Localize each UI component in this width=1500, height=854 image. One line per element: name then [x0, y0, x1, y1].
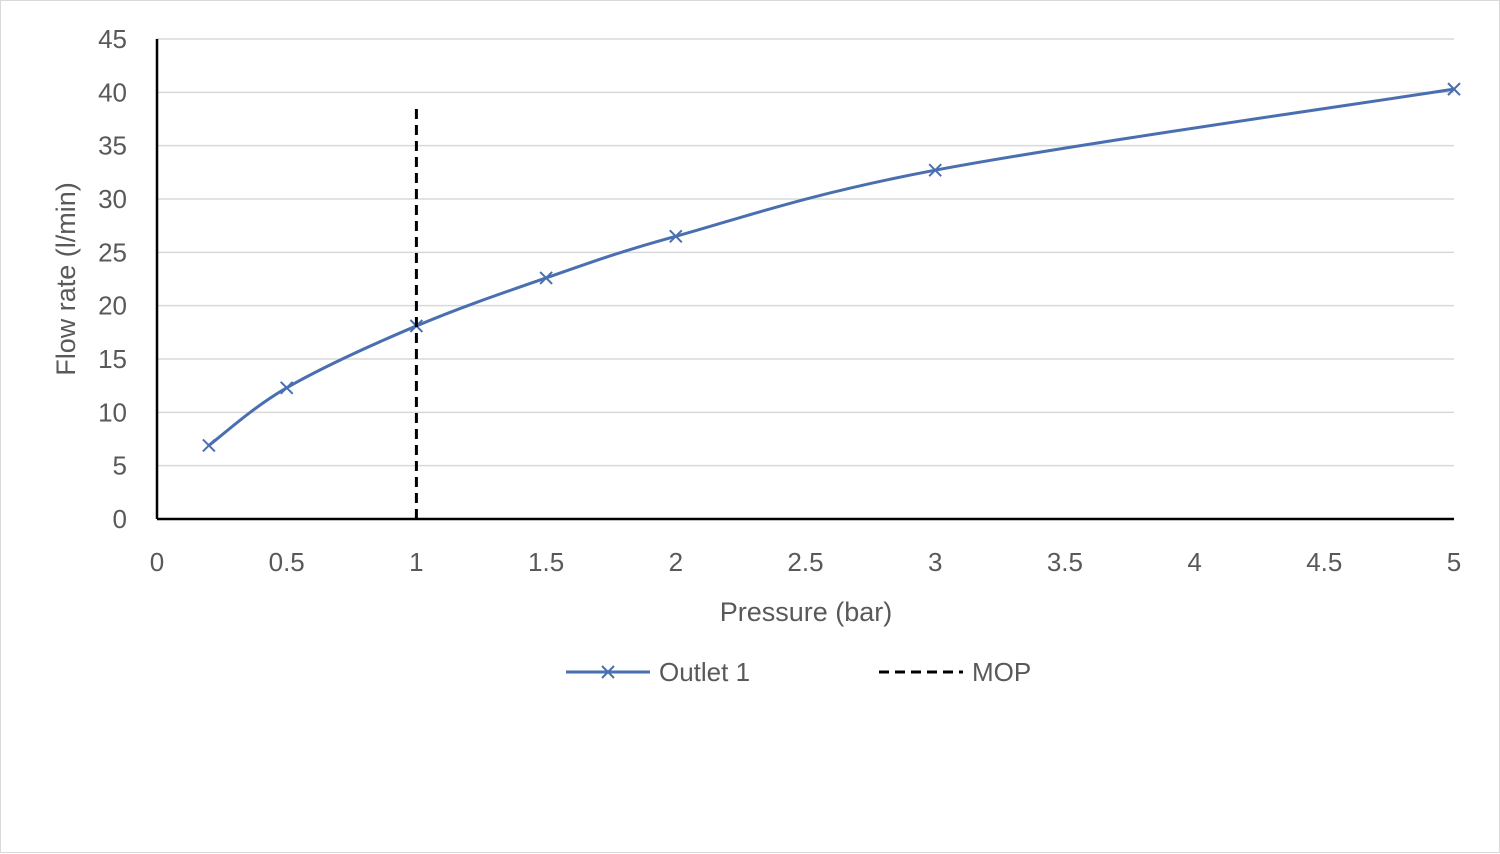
x-tick-label: 2.5: [787, 547, 823, 577]
x-axis-title: Pressure (bar): [720, 597, 893, 627]
x-tick-label: 3: [928, 547, 942, 577]
legend-item-outlet-1: Outlet 1: [566, 657, 750, 687]
x-tick-label: 0.5: [269, 547, 305, 577]
axes: [155, 39, 1454, 521]
x-tick-label: 1.5: [528, 547, 564, 577]
y-tick-label: 5: [113, 451, 127, 481]
legend: Outlet 1 MOP: [566, 657, 1031, 687]
legend-marker-outlet-1: [601, 665, 615, 679]
data-point-outlet-1: [539, 271, 553, 285]
x-tick-label: 3.5: [1047, 547, 1083, 577]
x-tick-label: 1: [409, 547, 423, 577]
data-point-outlet-1: [928, 163, 942, 177]
y-tick-label: 25: [98, 237, 127, 267]
x-tick-label: 4: [1187, 547, 1201, 577]
x-tick-label: 4.5: [1306, 547, 1342, 577]
y-axis-title: Flow rate (l/min): [51, 182, 81, 376]
legend-item-mop: MOP: [879, 657, 1031, 687]
y-tick-label: 40: [98, 77, 127, 107]
series: [202, 82, 1461, 519]
y-tick-label: 20: [98, 291, 127, 321]
tick-labels: 0 5 10 15 20 25 30 35 40 45 0 0.5 1 1.5 2 2.5 3 3.5 4 4.5 5: [98, 24, 1461, 577]
data-point-outlet-1: [1447, 82, 1461, 96]
y-tick-label: 10: [98, 397, 127, 427]
series-line-outlet-1: [207, 87, 1455, 447]
x-tick-label: 0: [150, 547, 164, 577]
y-tick-label: 0: [113, 504, 127, 534]
y-tick-label: 30: [98, 184, 127, 214]
y-tick-label: 45: [98, 24, 127, 54]
legend-label-mop: MOP: [972, 657, 1031, 687]
y-tick-label: 15: [98, 344, 127, 374]
legend-label-outlet-1: Outlet 1: [659, 657, 750, 687]
x-tick-label: 5: [1447, 547, 1461, 577]
x-tick-label: 2: [669, 547, 683, 577]
data-point-outlet-1: [279, 381, 294, 395]
data-point-outlet-1: [669, 229, 683, 244]
data-point-outlet-1: [202, 438, 216, 453]
y-tick-label: 35: [98, 131, 127, 161]
gridlines: [157, 38, 1454, 467]
